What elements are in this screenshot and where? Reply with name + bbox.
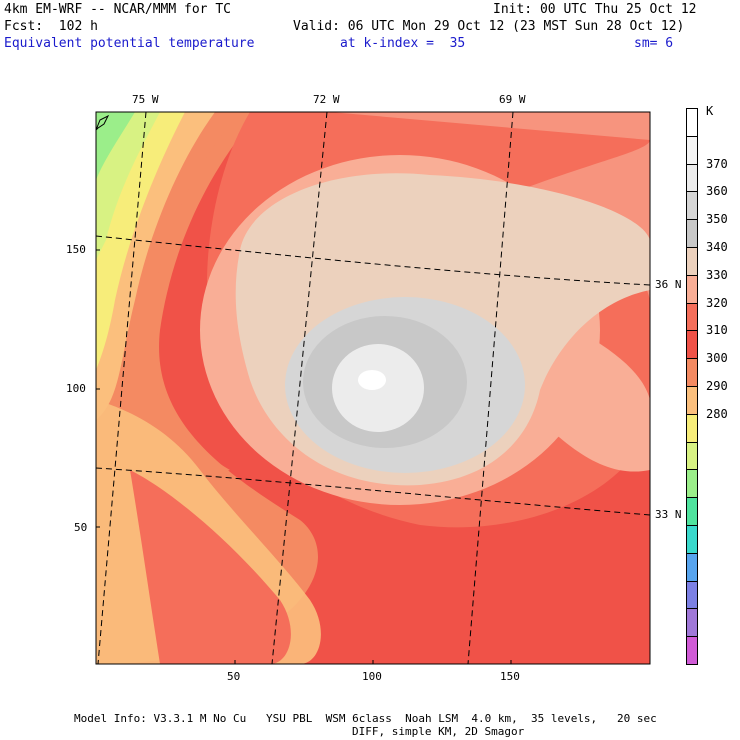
model-title: 4km EM-WRF -- NCAR/MMM for TC xyxy=(4,2,231,17)
init-time: Init: 00 UTC Thu 25 Oct 12 xyxy=(493,2,697,17)
colorbar-swatch xyxy=(686,302,698,332)
colorbar-level: 350 xyxy=(706,212,728,227)
colorbar-swatch xyxy=(686,330,698,360)
colorbar-swatch xyxy=(686,135,698,165)
band-310 xyxy=(96,112,135,180)
colorbar-level: 330 xyxy=(706,267,728,282)
forecast-hour: Fcst: 102 h xyxy=(4,19,98,34)
lat-label-33n: 33 N xyxy=(655,508,682,521)
colorbar-swatch xyxy=(686,580,698,610)
lat-line-36n xyxy=(96,235,650,286)
valid-time: Valid: 06 UTC Mon 29 Oct 12 (23 MST Sun … xyxy=(293,19,685,34)
colorbar-swatch xyxy=(686,552,698,582)
model-info-2: DIFF, simple KM, 2D Smagor xyxy=(352,725,525,738)
field-name: Equivalent potential temperature xyxy=(4,36,255,51)
colorbar-swatch xyxy=(686,441,698,471)
lon-label-72w: 72 W xyxy=(313,93,340,106)
colorbar-swatch xyxy=(686,163,698,193)
coastline xyxy=(96,114,110,131)
colorbar-level: 290 xyxy=(706,379,728,393)
colorbar-level: 370 xyxy=(706,156,728,171)
x-tick-150: 150 xyxy=(500,670,520,683)
lon-line-75w xyxy=(97,112,147,664)
smoothing-label: sm= 6 xyxy=(634,36,674,51)
colorbar-swatch xyxy=(686,386,698,415)
colorbar-swatch xyxy=(686,274,698,304)
colorbar-swatch xyxy=(686,525,698,554)
colorbar-swatch xyxy=(686,358,698,387)
colorbar-swatch xyxy=(686,219,698,248)
lat-label-36n: 36 N xyxy=(655,278,682,291)
colorbar-unit: K xyxy=(706,104,714,118)
core-370 xyxy=(358,370,386,390)
colorbar-level: 360 xyxy=(706,184,728,199)
colorbar-swatch xyxy=(686,636,698,665)
x-tick-100: 100 xyxy=(362,670,382,683)
band-sw-red xyxy=(130,470,291,664)
colorbar-level: 310 xyxy=(706,323,728,338)
y-tick-50: 50 xyxy=(74,521,88,534)
colorbar-level: 340 xyxy=(706,240,728,254)
colorbar-swatch xyxy=(686,469,698,499)
colorbar-swatch xyxy=(686,108,698,137)
y-tick-150: 150 xyxy=(66,243,86,256)
colorbar-level: 280 xyxy=(706,406,728,421)
colorbar-level: 300 xyxy=(706,351,728,366)
lon-line-72w xyxy=(271,112,328,664)
lon-line-69w xyxy=(467,112,514,664)
lon-label-75w: 75 W xyxy=(132,93,159,106)
y-tick-100: 100 xyxy=(66,382,86,395)
colorbar-swatch xyxy=(686,247,698,276)
colorbar-level: 320 xyxy=(706,295,728,310)
colorbar-swatch xyxy=(686,413,698,443)
colorbar-swatch xyxy=(686,608,698,638)
lon-label-69w: 69 W xyxy=(499,93,526,106)
level-label: at k-index = 35 xyxy=(340,36,466,51)
x-tick-50: 50 xyxy=(227,670,241,683)
colorbar-swatch xyxy=(686,191,698,221)
lat-line-33n xyxy=(96,467,650,516)
colorbar-swatch xyxy=(686,497,698,526)
model-info: Model Info: V3.3.1 M No Cu YSU PBL WSM 6… xyxy=(74,712,657,725)
